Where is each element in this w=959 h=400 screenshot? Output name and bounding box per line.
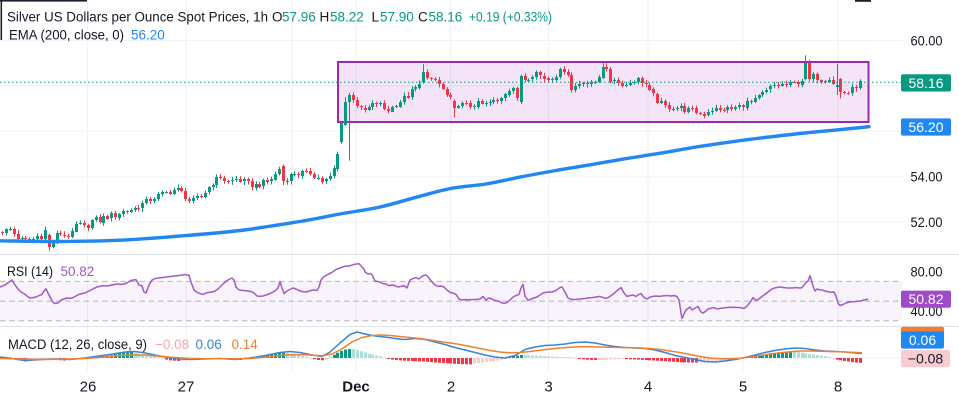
svg-text:O: O (272, 10, 283, 25)
svg-text:26: 26 (80, 379, 97, 396)
svg-text:52.00: 52.00 (911, 214, 943, 230)
svg-text:56.20: 56.20 (131, 28, 165, 43)
svg-text:80.00: 80.00 (911, 264, 943, 280)
svg-text:5: 5 (739, 379, 747, 396)
svg-text:L: L (372, 10, 380, 25)
svg-text:H: H (320, 10, 330, 25)
svg-text:58.16: 58.16 (908, 75, 943, 91)
svg-text:0.06: 0.06 (909, 332, 936, 348)
svg-text:58.22: 58.22 (330, 10, 364, 25)
svg-text:EMA (200, close, 0): EMA (200, close, 0) (9, 28, 124, 43)
svg-text:C: C (418, 10, 428, 25)
svg-text:RSI (14): RSI (14) (7, 264, 53, 279)
svg-text:27: 27 (178, 379, 195, 396)
svg-text:0.14: 0.14 (232, 337, 259, 352)
svg-text:−0.08: −0.08 (908, 351, 944, 367)
svg-text:57.96: 57.96 (282, 10, 316, 25)
svg-text:8: 8 (834, 379, 842, 396)
svg-text:0.06: 0.06 (196, 337, 222, 352)
svg-text:57.90: 57.90 (380, 10, 414, 25)
svg-text:60.00: 60.00 (911, 33, 943, 49)
svg-text:+0.19 (+0.33%): +0.19 (+0.33%) (469, 10, 552, 25)
svg-text:MACD (12, 26, close, 9): MACD (12, 26, close, 9) (8, 337, 147, 352)
svg-text:2: 2 (447, 379, 455, 396)
svg-text:Silver US Dollars per Ounce Sp: Silver US Dollars per Ounce Spot Prices,… (7, 10, 268, 25)
svg-text:58.16: 58.16 (429, 10, 463, 25)
svg-text:50.82: 50.82 (61, 264, 95, 279)
svg-text:4: 4 (644, 379, 652, 396)
svg-text:Dec: Dec (342, 379, 370, 396)
svg-text:−0.08: −0.08 (155, 337, 189, 352)
svg-text:56.20: 56.20 (908, 119, 943, 135)
svg-text:3: 3 (544, 379, 552, 396)
svg-text:54.00: 54.00 (911, 169, 943, 185)
svg-text:50.82: 50.82 (908, 291, 943, 307)
